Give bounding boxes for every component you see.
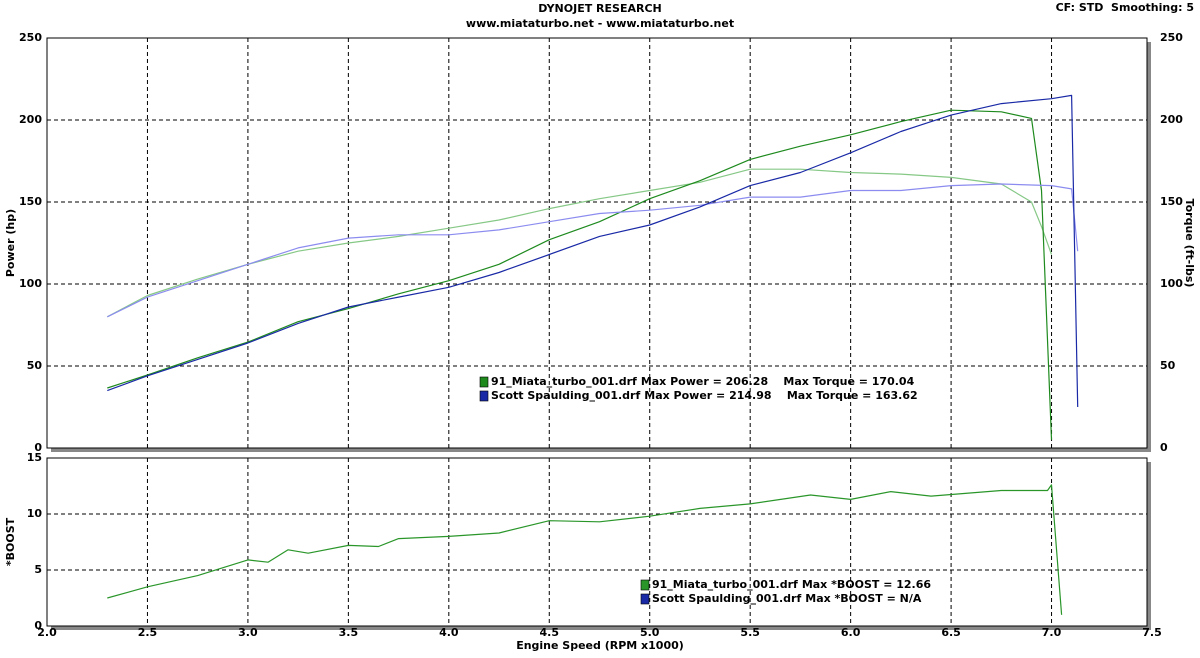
x-tick-label: 7.0 xyxy=(1042,626,1062,639)
title: DYNOJET RESEARCH xyxy=(538,2,661,15)
x-tick-label: 2.0 xyxy=(37,626,57,639)
legend-name: 91_Miata_turbo_001.drf xyxy=(491,375,637,388)
legend-entry: Scott Spaulding_001.drf Max Power = 214.9… xyxy=(491,389,918,402)
x-tick-label: 6.0 xyxy=(841,626,861,639)
legend-entry: Scott Spaulding_001.drf Max *BOOST = N/A xyxy=(652,592,922,605)
x-tick-label: 3.0 xyxy=(238,626,258,639)
x-tick-label: 6.5 xyxy=(941,626,961,639)
data-line xyxy=(107,109,1053,440)
legend-entry: 91_Miata_turbo_001.drf Max *BOOST = 12.66 xyxy=(652,578,931,591)
legend-stats: Max *BOOST = N/A xyxy=(805,592,922,605)
legend-swatch xyxy=(479,376,489,388)
y-tick-label: 0 xyxy=(34,619,42,632)
x-tick-label: 5.5 xyxy=(740,626,760,639)
y-tick-label: 10 xyxy=(27,507,43,520)
x-tick-label: 4.5 xyxy=(540,626,560,639)
bottom-plot-frame xyxy=(46,457,1148,627)
y-tick-label: 0 xyxy=(34,441,42,454)
y2-tick-label: 150 xyxy=(1160,195,1183,208)
y2-tick-label: 50 xyxy=(1160,359,1176,372)
legend-stats: Max *BOOST = 12.66 xyxy=(802,578,932,591)
x-tick-label: 5.0 xyxy=(640,626,660,639)
y-tick-label: 50 xyxy=(27,359,43,372)
y2-tick-label: 200 xyxy=(1160,113,1183,126)
legend-stats: Max Power = 214.98 Max Torque = 163.62 xyxy=(644,389,917,402)
subtitle: www.miataturbo.net - www.miataturbo.net xyxy=(466,17,734,30)
y2-tick-label: 0 xyxy=(1160,441,1168,454)
x-tick-label: 2.5 xyxy=(138,626,158,639)
legend-swatch xyxy=(640,593,650,605)
y-tick-label: 250 xyxy=(19,31,42,44)
y-tick-label: 5 xyxy=(34,563,42,576)
data-line xyxy=(107,168,1053,318)
data-line xyxy=(107,183,1079,318)
y-axis-label: *BOOST xyxy=(4,517,17,566)
y2-axis-label: Torque (ft-lbs) xyxy=(1183,199,1196,288)
legend-stats: Max Power = 206.28 Max Torque = 170.04 xyxy=(641,375,915,388)
y2-tick-label: 250 xyxy=(1160,31,1183,44)
legend-entry: 91_Miata_turbo_001.drf Max Power = 206.28… xyxy=(491,375,915,388)
legend-swatch xyxy=(640,579,650,591)
x-tick-label: 3.5 xyxy=(339,626,359,639)
legend-name: 91_Miata_turbo_001.drf xyxy=(652,578,798,591)
data-line xyxy=(107,94,1079,408)
y-tick-label: 150 xyxy=(19,195,42,208)
y-tick-label: 100 xyxy=(19,277,42,290)
top-plot-frame xyxy=(46,37,1148,449)
legend-name: Scott Spaulding_001.drf xyxy=(652,592,801,605)
x-axis-label: Engine Speed (RPM x1000) xyxy=(516,639,684,652)
y-axis-label: Power (hp) xyxy=(4,209,17,277)
data-line xyxy=(107,484,1063,615)
y-tick-label: 15 xyxy=(27,451,42,464)
x-tick-label: 4.0 xyxy=(439,626,459,639)
legend-swatch xyxy=(479,390,489,402)
y-tick-label: 200 xyxy=(19,113,42,126)
settings: CF: STD Smoothing: 5 xyxy=(1056,1,1194,14)
y2-tick-label: 100 xyxy=(1160,277,1183,290)
legend-name: Scott Spaulding_001.drf xyxy=(491,389,640,402)
x-tick-label: 7.5 xyxy=(1142,626,1162,639)
